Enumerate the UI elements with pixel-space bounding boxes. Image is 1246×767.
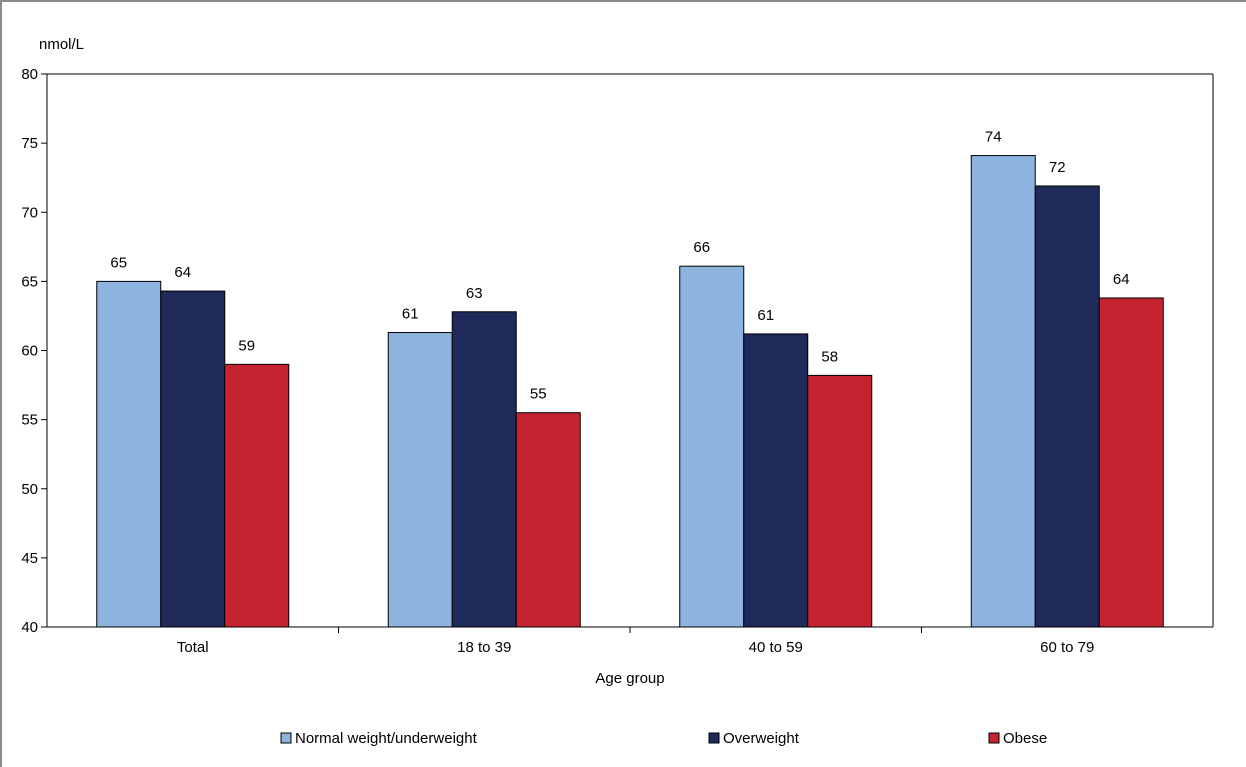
legend-swatch	[988, 732, 1000, 744]
x-tick-label: 18 to 39	[457, 639, 511, 656]
x-tick-label: 60 to 79	[1040, 639, 1094, 656]
bar	[679, 265, 745, 628]
bar	[970, 155, 1036, 628]
bar-data-label: 61	[402, 306, 419, 323]
x-axis-label: Age group	[595, 670, 664, 687]
bar-data-label: 65	[110, 254, 127, 271]
bar-data-label: 72	[1049, 159, 1066, 176]
y-tick-label: 40	[21, 619, 38, 636]
bar-data-label: 74	[985, 129, 1002, 146]
bar	[1098, 297, 1164, 628]
bar	[96, 280, 162, 628]
bar-data-label: 58	[821, 348, 838, 365]
legend-label: Obese	[1003, 730, 1047, 747]
bar	[451, 311, 517, 628]
y-tick-label: 55	[21, 412, 38, 429]
bar-data-label: 55	[530, 386, 547, 403]
x-tick-label: 40 to 59	[749, 639, 803, 656]
bar-data-label: 64	[174, 264, 191, 281]
bar-data-label: 59	[238, 337, 255, 354]
y-tick-label: 50	[21, 481, 38, 498]
y-axis-label: nmol/L	[39, 36, 84, 53]
x-tick-label: Total	[177, 639, 209, 656]
bar-data-label: 66	[693, 239, 710, 256]
legend: Normal weight/underweight Overweight Obese	[280, 730, 1047, 747]
y-tick-label: 65	[21, 273, 38, 290]
bar-data-label: 63	[466, 285, 483, 302]
bar	[515, 412, 581, 628]
y-tick-label: 60	[21, 343, 38, 360]
legend-swatch	[708, 732, 720, 744]
y-tick-label: 70	[21, 204, 38, 221]
bar	[1034, 185, 1100, 628]
bar	[160, 290, 226, 628]
legend-label: Normal weight/underweight	[295, 730, 478, 747]
bar	[387, 332, 453, 628]
y-tick-label: 75	[21, 135, 38, 152]
bar	[743, 333, 809, 628]
y-tick-label: 80	[21, 66, 38, 83]
bar	[224, 363, 290, 628]
bar	[807, 374, 873, 628]
bar-data-label: 64	[1113, 271, 1130, 288]
legend-swatch	[280, 732, 292, 744]
legend-label: Overweight	[723, 730, 800, 747]
bar-data-label: 61	[757, 307, 774, 324]
y-tick-label: 45	[21, 550, 38, 567]
